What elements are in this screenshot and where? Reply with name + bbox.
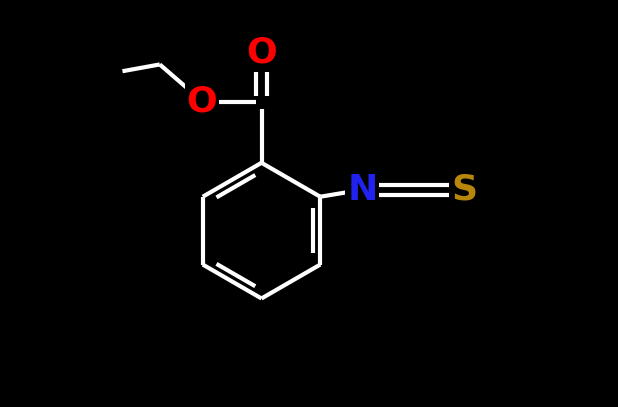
Text: S: S	[451, 173, 477, 207]
Text: N: N	[347, 173, 378, 207]
Text: O: O	[187, 85, 217, 119]
Text: O: O	[246, 36, 277, 70]
